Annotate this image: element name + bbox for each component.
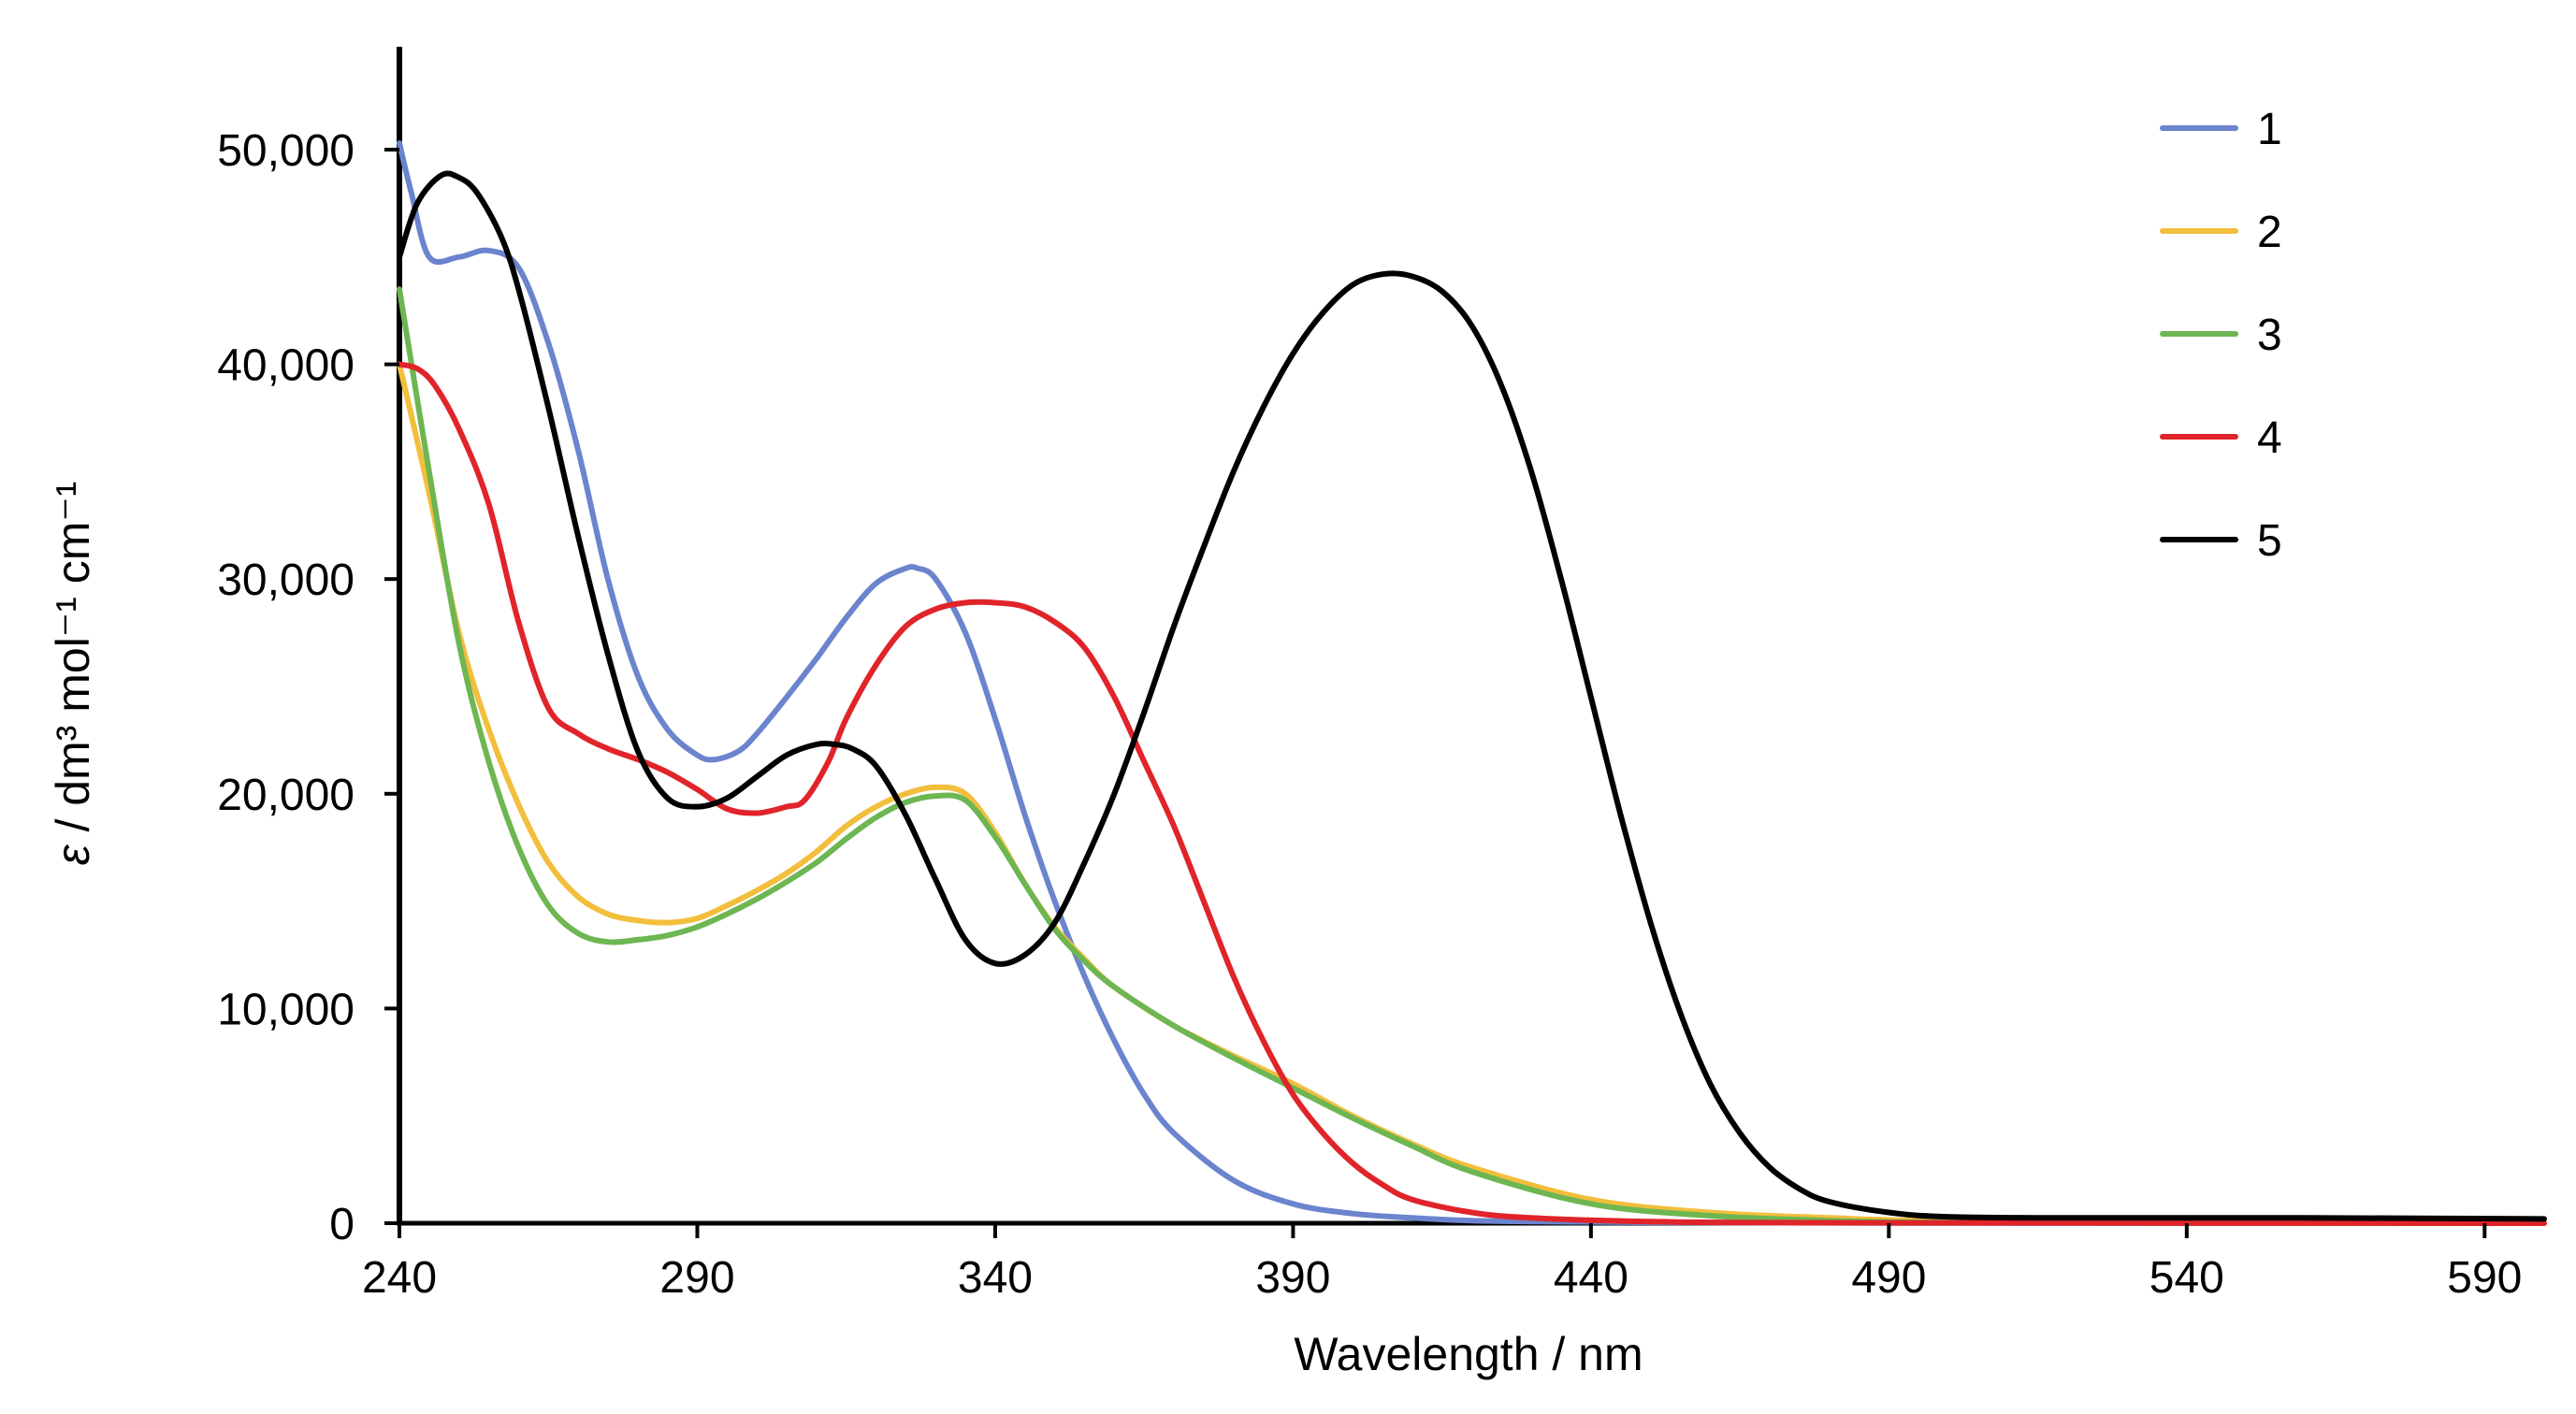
series-line-4 (397, 361, 2547, 1226)
y-tick-label: 50,000 (217, 126, 355, 176)
legend-label-5: 5 (2257, 516, 2282, 566)
x-tick-label: 240 (362, 1253, 437, 1303)
plot-series (397, 140, 2547, 1226)
x-tick-label: 440 (1554, 1253, 1628, 1303)
ticks: 240 290 340 390 440 490 540 590 0 10,000 20,000 30,… (217, 126, 2522, 1303)
series-line-1 (397, 140, 2547, 1226)
x-tick-label: 590 (2447, 1253, 2522, 1303)
series-line-2 (397, 361, 2547, 1226)
y-tick-label: 40,000 (217, 341, 355, 391)
x-tick-label: 340 (958, 1253, 1033, 1303)
y-axis-title-units: / dm³ mol⁻¹ cm⁻¹ (47, 482, 99, 845)
y-tick-label: 0 (329, 1200, 355, 1249)
series-line-3 (397, 286, 2547, 1226)
legend: 1 2 3 4 5 (2160, 105, 2282, 566)
legend-label-3: 3 (2257, 310, 2282, 360)
y-tick-label: 30,000 (217, 556, 355, 605)
y-axis-title: ε / dm³ mol⁻¹ cm⁻¹ (47, 482, 99, 866)
y-axis-title-symbol: ε (47, 844, 99, 865)
y-tick-label: 20,000 (217, 771, 355, 820)
y-tick-label: 10,000 (217, 985, 355, 1034)
x-axis-title: Wavelength / nm (1294, 1328, 1643, 1380)
legend-label-1: 1 (2257, 105, 2282, 154)
x-tick-label: 390 (1255, 1253, 1330, 1303)
legend-label-4: 4 (2257, 413, 2282, 463)
legend-label-2: 2 (2257, 208, 2282, 257)
x-tick-label: 490 (1851, 1253, 1926, 1303)
x-tick-label: 290 (659, 1253, 734, 1303)
series-line-5 (397, 170, 2547, 1222)
x-tick-label: 540 (2149, 1253, 2224, 1303)
axes (397, 47, 2544, 1226)
